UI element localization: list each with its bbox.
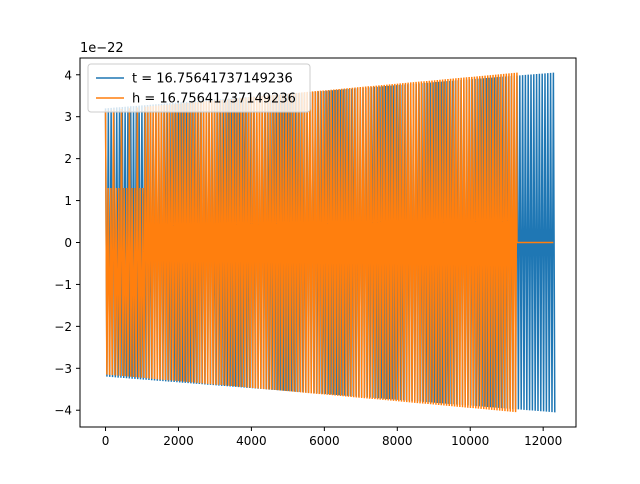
y-tick-label: 4 (64, 68, 72, 82)
y-tick-label: −4 (54, 404, 72, 418)
y-tick-label: 0 (64, 236, 72, 250)
x-tick-label: 0 (102, 434, 110, 448)
x-tick-label: 8000 (382, 434, 413, 448)
y-tick-label: 2 (64, 152, 72, 166)
y-tick-label: −1 (54, 278, 72, 292)
legend-box (87, 63, 311, 113)
x-tick-label: 2000 (163, 434, 194, 448)
legend: t = 16.75641737149236 h = 16.756417371492… (87, 63, 311, 113)
y-axis-offset-label: 1e−22 (80, 41, 124, 56)
legend-label: t = 16.75641737149236 (132, 72, 293, 87)
y-tick-label: −2 (54, 320, 72, 334)
y-tick-label: 3 (64, 110, 72, 124)
x-axis: 0 2000 4000 6000 8000 10000 12000 (102, 427, 562, 448)
y-tick-label: −3 (54, 362, 72, 376)
x-tick-label: 4000 (236, 434, 267, 448)
y-axis: −4 −3 −2 −1 0 1 2 3 4 (54, 68, 80, 418)
x-tick-label: 10000 (451, 434, 489, 448)
x-tick-label: 12000 (524, 434, 562, 448)
series-layer (104, 72, 556, 413)
legend-label: h = 16.75641737149236 (132, 92, 296, 107)
y-tick-label: 1 (64, 194, 72, 208)
x-tick-label: 6000 (309, 434, 340, 448)
